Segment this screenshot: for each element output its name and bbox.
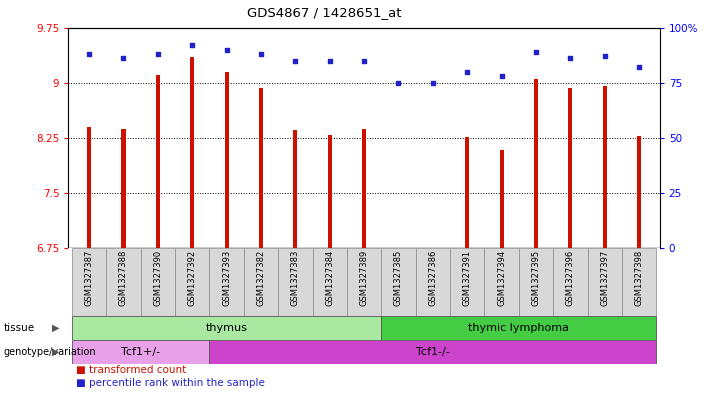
Point bbox=[255, 51, 267, 57]
Point bbox=[461, 68, 473, 75]
Bar bbox=[450, 248, 485, 316]
Bar bbox=[534, 79, 538, 248]
Bar bbox=[278, 248, 312, 316]
Text: GSM1327386: GSM1327386 bbox=[428, 250, 438, 306]
Bar bbox=[568, 88, 572, 248]
Bar bbox=[603, 86, 607, 248]
Bar bbox=[209, 340, 656, 364]
Bar bbox=[106, 248, 141, 316]
Bar bbox=[72, 248, 106, 316]
Text: GSM1327384: GSM1327384 bbox=[325, 250, 335, 306]
Point bbox=[187, 42, 198, 48]
Bar bbox=[397, 248, 401, 252]
Bar bbox=[259, 88, 263, 248]
Point bbox=[84, 51, 95, 57]
Text: GSM1327393: GSM1327393 bbox=[222, 250, 231, 306]
Bar bbox=[312, 248, 347, 316]
Bar bbox=[465, 137, 469, 248]
Point bbox=[152, 51, 164, 57]
Bar bbox=[175, 248, 209, 316]
Bar bbox=[72, 316, 381, 340]
Text: GSM1327396: GSM1327396 bbox=[566, 250, 575, 306]
Bar bbox=[293, 130, 298, 248]
Text: GSM1327391: GSM1327391 bbox=[463, 250, 472, 306]
Point bbox=[393, 79, 404, 86]
Text: ▶: ▶ bbox=[53, 323, 60, 333]
Bar bbox=[87, 127, 91, 248]
Point bbox=[221, 46, 232, 53]
Bar bbox=[141, 248, 175, 316]
Point bbox=[599, 53, 611, 59]
Point bbox=[290, 57, 301, 64]
Text: GSM1327385: GSM1327385 bbox=[394, 250, 403, 306]
Text: GSM1327388: GSM1327388 bbox=[119, 250, 128, 306]
Text: GSM1327387: GSM1327387 bbox=[84, 250, 94, 306]
Point bbox=[633, 64, 645, 70]
Bar bbox=[209, 248, 244, 316]
Bar bbox=[381, 316, 656, 340]
Bar bbox=[381, 248, 416, 316]
Bar bbox=[519, 248, 553, 316]
Text: GSM1327394: GSM1327394 bbox=[497, 250, 506, 306]
Bar bbox=[553, 248, 588, 316]
Text: ■ percentile rank within the sample: ■ percentile rank within the sample bbox=[76, 378, 265, 388]
Bar bbox=[588, 248, 622, 316]
Text: ■ transformed count: ■ transformed count bbox=[76, 365, 186, 375]
Text: GSM1327383: GSM1327383 bbox=[291, 250, 300, 306]
Text: GSM1327389: GSM1327389 bbox=[360, 250, 368, 306]
Text: thymus: thymus bbox=[205, 323, 247, 333]
Bar bbox=[244, 248, 278, 316]
Bar bbox=[637, 136, 641, 248]
Bar bbox=[327, 135, 332, 248]
Text: GSM1327390: GSM1327390 bbox=[154, 250, 162, 306]
Point bbox=[358, 57, 370, 64]
Bar bbox=[416, 248, 450, 316]
Bar bbox=[622, 248, 656, 316]
Text: tissue: tissue bbox=[4, 323, 35, 333]
Bar bbox=[156, 75, 160, 248]
Bar bbox=[430, 248, 435, 250]
Bar bbox=[224, 72, 229, 248]
Text: GDS4867 / 1428651_at: GDS4867 / 1428651_at bbox=[247, 6, 402, 19]
Bar bbox=[485, 248, 519, 316]
Bar bbox=[72, 340, 209, 364]
Text: Tcf1+/-: Tcf1+/- bbox=[121, 347, 160, 357]
Point bbox=[496, 73, 508, 79]
Text: genotype/variation: genotype/variation bbox=[4, 347, 96, 357]
Point bbox=[118, 55, 129, 61]
Point bbox=[530, 49, 541, 55]
Bar bbox=[347, 248, 381, 316]
Text: ▶: ▶ bbox=[53, 347, 60, 357]
Text: GSM1327397: GSM1327397 bbox=[600, 250, 609, 306]
Bar bbox=[121, 129, 125, 248]
Bar bbox=[362, 129, 366, 248]
Text: GSM1327392: GSM1327392 bbox=[187, 250, 197, 306]
Text: GSM1327382: GSM1327382 bbox=[257, 250, 265, 306]
Text: GSM1327395: GSM1327395 bbox=[531, 250, 541, 306]
Text: Tcf1-/-: Tcf1-/- bbox=[416, 347, 450, 357]
Point bbox=[324, 57, 335, 64]
Bar bbox=[500, 150, 504, 248]
Point bbox=[565, 55, 576, 61]
Text: GSM1327398: GSM1327398 bbox=[634, 250, 644, 306]
Point bbox=[427, 79, 438, 86]
Bar bbox=[190, 57, 194, 248]
Text: thymic lymphoma: thymic lymphoma bbox=[468, 323, 570, 333]
